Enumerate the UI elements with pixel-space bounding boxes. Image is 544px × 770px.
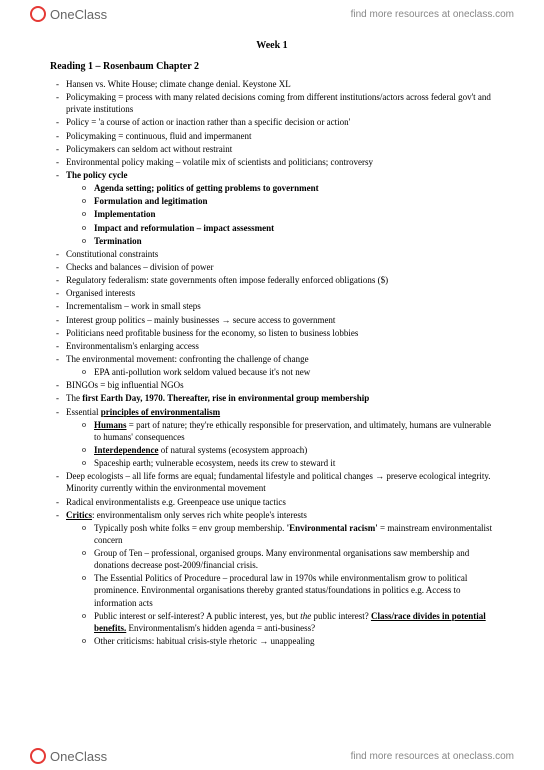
- sub-item: EPA anti-pollution work seldom valued be…: [66, 366, 494, 378]
- sub-item: Group of Ten – professional, organised g…: [66, 547, 494, 571]
- note-item: Policymakers can seldom act without rest…: [50, 143, 494, 155]
- logo[interactable]: OneClass: [30, 748, 107, 764]
- note-item: Politicians need profitable business for…: [50, 327, 494, 339]
- logo-icon: [30, 748, 46, 764]
- footer: OneClass find more resources at oneclass…: [0, 742, 544, 770]
- note-item: Policymaking = continuous, fluid and imp…: [50, 130, 494, 142]
- brand-name: OneClass: [50, 749, 107, 764]
- sub-item: Formulation and legitimation: [66, 195, 494, 207]
- note-item: Critics: environmentalism only serves ri…: [50, 509, 494, 648]
- sub-item: The Essential Politics of Procedure – pr…: [66, 572, 494, 608]
- sub-item: Impact and reformulation – impact assess…: [66, 222, 494, 234]
- note-item: Hansen vs. White House; climate change d…: [50, 78, 494, 90]
- note-item: Policy = 'a course of action or inaction…: [50, 116, 494, 128]
- sub-item: Termination: [66, 235, 494, 247]
- note-item: The first Earth Day, 1970. Thereafter, r…: [50, 392, 494, 404]
- document-body: Week 1 Reading 1 – Rosenbaum Chapter 2 H…: [0, 28, 544, 647]
- note-item: Incrementalism – work in small steps: [50, 300, 494, 312]
- note-item: Constitutional constraints: [50, 248, 494, 260]
- note-item: Environmentalism's enlarging access: [50, 340, 494, 352]
- note-item: Environmental policy making – volatile m…: [50, 156, 494, 168]
- reading-title: Reading 1 – Rosenbaum Chapter 2: [50, 61, 494, 72]
- sub-item: Interdependence of natural systems (ecos…: [66, 444, 494, 456]
- bold-text: The policy cycle: [66, 170, 128, 180]
- note-item: BINGOs = big influential NGOs: [50, 379, 494, 391]
- sub-item: Agenda setting; politics of getting prob…: [66, 182, 494, 194]
- sub-item: Implementation: [66, 208, 494, 220]
- brand-name: OneClass: [50, 7, 107, 22]
- tagline: find more resources at oneclass.com: [351, 751, 514, 762]
- tagline: find more resources at oneclass.com: [351, 9, 514, 20]
- logo-icon: [30, 6, 46, 22]
- note-item: The policy cycle Agenda setting; politic…: [50, 169, 494, 247]
- sub-item: Typically posh white folks = env group m…: [66, 522, 494, 546]
- logo[interactable]: OneClass: [30, 6, 107, 22]
- note-item: Interest group politics – mainly busines…: [50, 314, 494, 326]
- note-item: Essential principles of environmentalism…: [50, 406, 494, 470]
- notes-list: Hansen vs. White House; climate change d…: [50, 78, 494, 647]
- note-item: Organised interests: [50, 287, 494, 299]
- sub-item: Public interest or self-interest? A publ…: [66, 610, 494, 634]
- note-item: Regulatory federalism: state governments…: [50, 274, 494, 286]
- week-title: Week 1: [50, 40, 494, 51]
- sub-item: Humans = part of nature; they're ethical…: [66, 419, 494, 443]
- sub-item: Other criticisms: habitual crisis-style …: [66, 635, 494, 647]
- note-item: Checks and balances – division of power: [50, 261, 494, 273]
- note-item: Radical environmentalists e.g. Greenpeac…: [50, 496, 494, 508]
- note-item: Policymaking = process with many related…: [50, 91, 494, 115]
- note-item: Deep ecologists – all life forms are equ…: [50, 470, 494, 494]
- header: OneClass find more resources at oneclass…: [0, 0, 544, 28]
- note-item: The environmental movement: confronting …: [50, 353, 494, 378]
- sub-item: Spaceship earth; vulnerable ecosystem, n…: [66, 457, 494, 469]
